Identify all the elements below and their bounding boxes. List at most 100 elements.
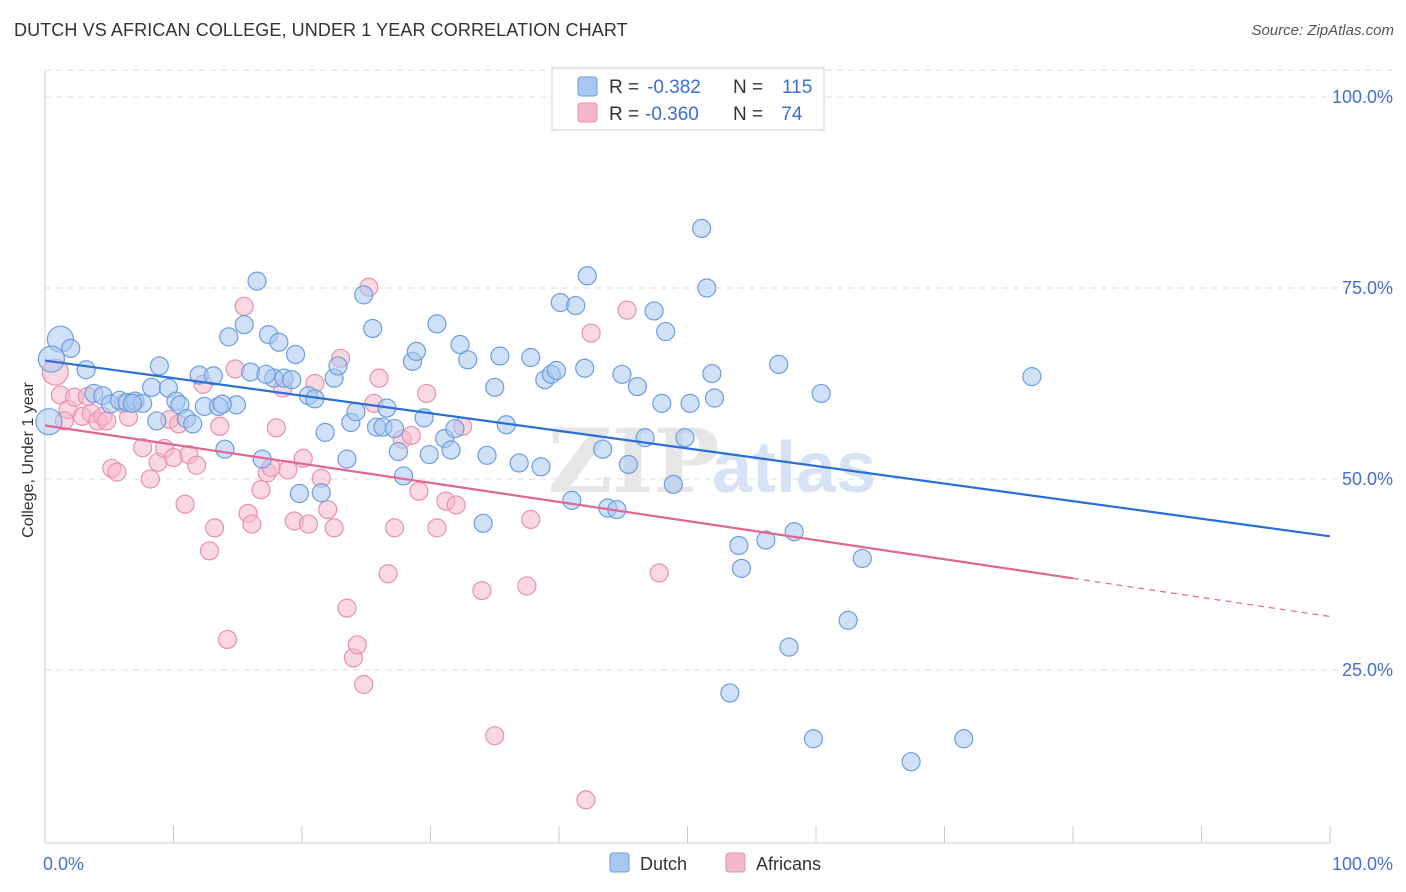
point-africans-54 <box>378 564 398 584</box>
point-africans-25 <box>199 541 220 561</box>
point-dutch-36 <box>285 344 306 365</box>
point-dutch-52 <box>384 418 405 439</box>
point-dutch-0 <box>35 408 63 436</box>
point-dutch-37 <box>289 483 310 504</box>
point-africans-45 <box>324 518 344 538</box>
point-africans-66 <box>517 576 537 596</box>
point-africans-69 <box>581 323 601 343</box>
bottom-legend-swatch-africans <box>725 852 746 873</box>
bottom-legend-label-dutch: Dutch <box>640 854 687 874</box>
point-dutch-35 <box>282 370 302 390</box>
point-dutch-88 <box>644 301 664 321</box>
point-africans-71 <box>649 563 669 583</box>
legend-n-value-dutch: 115 <box>782 77 812 98</box>
point-africans-26 <box>205 518 225 538</box>
point-dutch-40 <box>311 483 331 503</box>
watermark: ZIP atlas <box>548 409 876 513</box>
point-dutch-112 <box>256 364 276 384</box>
point-dutch-58 <box>419 444 439 465</box>
point-dutch-33 <box>269 332 289 352</box>
point-dutch-62 <box>445 418 465 439</box>
point-africans-8 <box>97 411 117 431</box>
point-africans-64 <box>472 580 492 601</box>
point-dutch-100 <box>756 530 776 550</box>
point-dutch-25 <box>219 327 239 347</box>
point-africans-15 <box>140 469 160 489</box>
trend-line-dutch <box>44 359 1331 538</box>
point-dutch-76 <box>550 292 570 313</box>
x-tick-labels: 0.0% 100.0% <box>43 854 1393 874</box>
axes <box>44 70 1331 844</box>
point-dutch-90 <box>656 321 676 342</box>
point-dutch-94 <box>692 218 712 239</box>
point-africans-30 <box>234 296 254 316</box>
point-africans-50 <box>354 674 374 695</box>
x-tick-label-1: 100.0% <box>1332 854 1393 874</box>
point-africans-49 <box>347 635 367 655</box>
point-dutch-80 <box>577 266 597 286</box>
legend-n-label-dutch: N = <box>733 77 763 98</box>
point-africans-68 <box>576 790 596 810</box>
point-africans-21 <box>175 494 195 514</box>
point-dutch-105 <box>838 610 858 630</box>
trend-lines <box>44 359 1331 618</box>
point-dutch-96 <box>702 363 722 384</box>
point-dutch-113 <box>212 394 232 414</box>
point-africans-57 <box>401 425 421 446</box>
watermark-atlas: atlas <box>712 428 876 508</box>
point-dutch-44 <box>337 449 357 469</box>
point-dutch-111 <box>1022 367 1042 387</box>
point-africans-53 <box>369 368 389 388</box>
point-dutch-78 <box>566 295 586 316</box>
point-dutch-104 <box>811 383 831 404</box>
series-legend: Dutch Africans <box>609 852 821 874</box>
point-dutch-102 <box>779 637 799 657</box>
point-dutch-66 <box>477 445 497 465</box>
point-africans-19 <box>163 448 184 468</box>
legend-r-label-dutch: R = <box>609 77 639 98</box>
point-dutch-81 <box>593 439 613 459</box>
point-dutch-95 <box>697 278 717 298</box>
point-africans-14 <box>133 438 153 458</box>
point-africans-70 <box>617 300 637 320</box>
point-dutch-101 <box>769 354 789 374</box>
point-africans-28 <box>217 629 238 650</box>
legend-n-label-africans: N = <box>733 104 763 125</box>
point-africans-58 <box>409 481 429 501</box>
legend-r-value-dutch: -0.382 <box>647 77 701 98</box>
point-dutch-110 <box>954 729 974 749</box>
y-axis-label: College, Under 1 year <box>20 382 37 538</box>
legend-swatch-dutch <box>577 76 598 97</box>
point-africans-33 <box>251 480 271 500</box>
point-africans-32 <box>242 514 262 534</box>
legend-r-value-africans: -0.360 <box>645 104 699 125</box>
point-dutch-71 <box>521 347 541 368</box>
point-dutch-29 <box>247 271 267 291</box>
point-dutch-79 <box>575 358 595 378</box>
point-africans-67 <box>521 509 541 530</box>
point-dutch-63 <box>450 334 470 355</box>
legend-n-value-africans: 74 <box>776 104 803 125</box>
point-dutch-61 <box>441 440 461 460</box>
point-dutch-24 <box>215 439 235 459</box>
point-dutch-46 <box>346 402 366 422</box>
point-africans-60 <box>427 518 447 538</box>
trend-line-africans-extension <box>1072 577 1331 618</box>
point-dutch-67 <box>485 377 505 397</box>
point-dutch-56 <box>406 341 426 362</box>
point-africans-10 <box>107 462 127 482</box>
point-africans-62 <box>446 495 466 515</box>
point-dutch-48 <box>363 318 383 339</box>
data-points <box>35 218 1042 810</box>
point-dutch-12 <box>142 377 162 397</box>
point-dutch-107 <box>720 683 740 703</box>
bottom-legend-label-africans: Africans <box>756 854 821 874</box>
point-dutch-84 <box>612 364 632 384</box>
point-africans-36 <box>266 418 286 438</box>
point-africans-29 <box>225 359 245 379</box>
point-dutch-41 <box>315 422 335 442</box>
point-africans-59 <box>417 383 437 404</box>
point-africans-41 <box>298 514 319 534</box>
source-label: Source: ZipAtlas.com <box>1251 22 1394 39</box>
